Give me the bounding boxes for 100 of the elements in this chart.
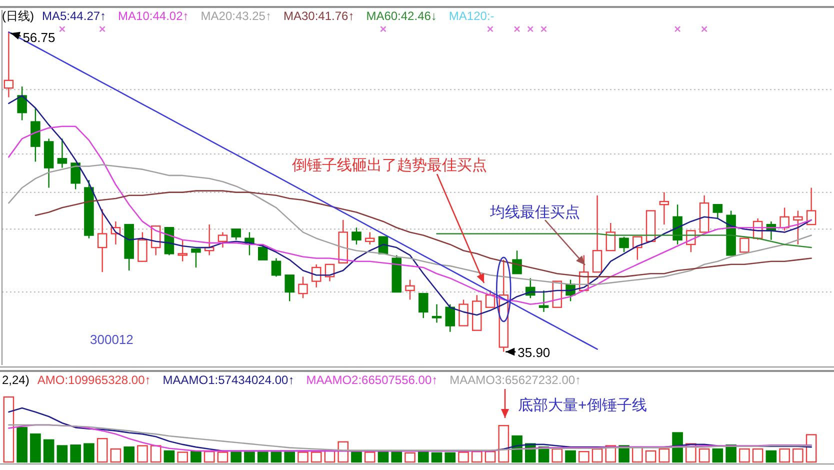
bar bbox=[110, 448, 122, 463]
candlestick bbox=[418, 292, 428, 319]
bar bbox=[739, 448, 750, 463]
candlestick bbox=[244, 232, 254, 256]
text: MA60:42.46↓ bbox=[366, 9, 437, 23]
bar bbox=[418, 452, 429, 463]
bar bbox=[351, 452, 362, 463]
text: MAAMO2:66507556.00↑ bbox=[306, 373, 438, 387]
bar bbox=[552, 448, 563, 463]
text: MAAMO1:57434024.00↑ bbox=[162, 373, 294, 387]
bar bbox=[378, 452, 389, 463]
annotation: 56.75 bbox=[22, 30, 56, 46]
candlestick bbox=[298, 276, 308, 299]
candlestick bbox=[712, 204, 723, 219]
annotation: 底部大量+倒锤子线 bbox=[518, 397, 647, 414]
bar bbox=[43, 439, 54, 463]
bar bbox=[137, 445, 148, 463]
text: MA20:43.25↑ bbox=[200, 9, 272, 23]
annotation: MA120:- bbox=[448, 9, 494, 23]
bar bbox=[565, 450, 576, 463]
bar bbox=[3, 396, 14, 463]
bar bbox=[16, 426, 28, 463]
text: MA30:41.76↑ bbox=[283, 9, 354, 23]
bar bbox=[779, 448, 790, 463]
bar bbox=[230, 452, 242, 463]
candlestick bbox=[378, 236, 388, 254]
candlestick bbox=[432, 304, 442, 324]
bar bbox=[204, 451, 215, 463]
text: MA5:44.27↑ bbox=[42, 9, 106, 23]
candlestick bbox=[606, 222, 616, 252]
bar bbox=[270, 452, 282, 463]
bar bbox=[578, 451, 590, 463]
bar bbox=[404, 452, 416, 463]
bar bbox=[431, 452, 442, 463]
text: MA10:44.02↑ bbox=[118, 9, 189, 23]
candlestick bbox=[352, 227, 362, 246]
bar bbox=[498, 425, 510, 463]
candlestick bbox=[218, 232, 228, 248]
candlestick bbox=[97, 208, 108, 273]
bar bbox=[806, 434, 817, 463]
candlestick bbox=[271, 258, 282, 278]
annotation: 300012 bbox=[90, 332, 134, 347]
candlestick bbox=[445, 304, 456, 332]
text: MAAMO3:65627232.00↑ bbox=[450, 373, 582, 387]
candlestick bbox=[17, 86, 27, 121]
bar bbox=[444, 452, 456, 463]
bar bbox=[124, 446, 134, 463]
annotation: 35.90 bbox=[518, 344, 550, 360]
candlestick bbox=[538, 290, 549, 313]
bar bbox=[698, 448, 710, 463]
bar bbox=[244, 452, 255, 463]
candlestick bbox=[4, 31, 14, 98]
bar bbox=[96, 438, 108, 463]
bar bbox=[364, 452, 376, 463]
candlestick bbox=[672, 204, 682, 246]
bar bbox=[70, 444, 81, 463]
candlestick bbox=[485, 290, 496, 308]
chart-title: (日线) bbox=[2, 9, 34, 23]
candlestick bbox=[405, 279, 415, 300]
candlestick bbox=[632, 236, 642, 260]
bar bbox=[164, 450, 175, 463]
candlestick bbox=[458, 299, 468, 326]
bar bbox=[257, 452, 268, 463]
bar bbox=[84, 443, 94, 463]
bar bbox=[792, 448, 804, 463]
candlestick bbox=[793, 210, 803, 246]
candlestick bbox=[231, 228, 241, 240]
bar bbox=[338, 441, 349, 463]
candlestick bbox=[806, 187, 816, 226]
bar bbox=[190, 451, 202, 463]
candlestick bbox=[740, 238, 750, 253]
bar bbox=[592, 448, 603, 463]
candlestick bbox=[512, 250, 522, 274]
candlestick bbox=[592, 194, 602, 273]
candlestick bbox=[364, 232, 375, 246]
bar bbox=[458, 452, 469, 463]
candlestick bbox=[138, 232, 148, 262]
candlestick bbox=[659, 192, 670, 226]
bar bbox=[766, 450, 777, 463]
candlestick bbox=[191, 248, 201, 268]
bar bbox=[284, 452, 296, 463]
candlestick bbox=[178, 239, 188, 262]
bar bbox=[752, 448, 764, 463]
candlestick bbox=[284, 274, 294, 302]
bar bbox=[217, 452, 228, 463]
bar bbox=[30, 433, 41, 463]
candlestick bbox=[57, 138, 68, 168]
bar bbox=[645, 450, 656, 463]
bar bbox=[712, 448, 724, 463]
bar bbox=[484, 451, 496, 463]
bar bbox=[177, 452, 188, 463]
annotation: 均线最佳买点 bbox=[489, 204, 580, 221]
candlestick bbox=[780, 207, 790, 232]
candlestick bbox=[619, 236, 629, 253]
text: AMO:109965328.00↑ bbox=[37, 373, 151, 387]
bar bbox=[391, 452, 402, 463]
bar bbox=[310, 452, 322, 463]
bar bbox=[56, 445, 68, 463]
candlestick bbox=[70, 162, 80, 190]
bar bbox=[150, 445, 162, 463]
